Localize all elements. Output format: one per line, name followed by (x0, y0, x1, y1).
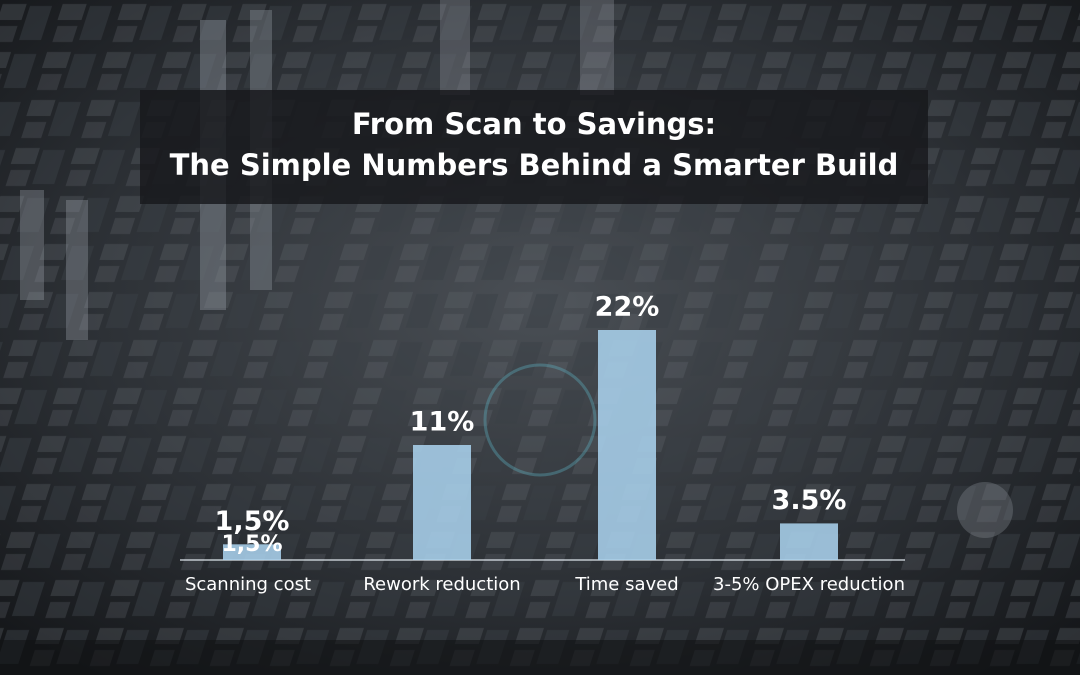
inner-value-label: 1,5% (221, 532, 282, 557)
value-label: 22% (595, 292, 660, 323)
bar (223, 544, 281, 560)
chart-title: From Scan to Savings: (352, 107, 716, 141)
chart-title: The Simple Numbers Behind a Smarter Buil… (170, 148, 899, 182)
title-panel (140, 90, 928, 204)
value-label: 3.5% (772, 485, 847, 516)
x-tick-label: Time saved (574, 574, 678, 595)
x-tick-label: 3-5% OPEX reduction (713, 574, 905, 595)
x-tick-label: Scanning cost (185, 574, 311, 595)
value-label: 1,5% (215, 506, 290, 537)
bar (598, 330, 656, 560)
value-label: 11% (410, 407, 475, 438)
x-tick-label: Rework reduction (363, 574, 520, 595)
bar (413, 445, 471, 560)
bar (780, 523, 838, 560)
